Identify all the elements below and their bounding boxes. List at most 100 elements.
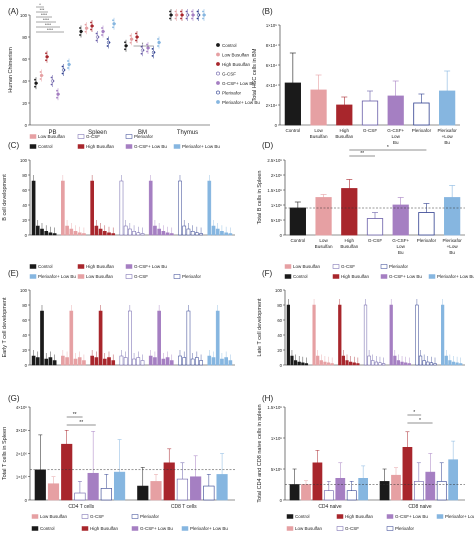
F-y-tick-label: 60 <box>277 318 282 323</box>
C-legend-marker <box>125 134 133 139</box>
A-significance-label: **** <box>47 27 54 32</box>
E-legend-label: G-CSF+ Low Bu <box>134 264 167 269</box>
A-data-point <box>204 14 206 16</box>
A-data-point <box>159 41 161 44</box>
H-legend-marker <box>336 514 344 519</box>
E-legend-label: Low Busulfan <box>86 274 114 279</box>
E-bar <box>31 355 36 366</box>
H-legend-marker <box>286 526 294 531</box>
C-legend-marker <box>77 134 85 139</box>
E-bar <box>44 358 49 366</box>
H-legend-marker <box>336 526 344 531</box>
C-bar <box>107 232 111 236</box>
B-x-tick-label: High <box>340 128 350 133</box>
F-bar <box>297 361 301 366</box>
H-bar <box>402 446 413 501</box>
F-bar <box>301 362 305 366</box>
A-data-point <box>34 85 36 88</box>
A-data-point <box>171 14 173 16</box>
E-legend-marker <box>29 264 37 269</box>
D-x-tick-label: Plerixafor <box>442 238 462 243</box>
A-data-point <box>101 27 103 29</box>
E-bar <box>136 357 141 366</box>
A-data-point <box>140 52 143 55</box>
B-x-tick-label: Control <box>285 128 300 133</box>
A-significance-label: *** <box>40 7 45 12</box>
D-x-tick-label: +Low <box>447 244 459 249</box>
A-data-point <box>129 41 132 44</box>
C-legend-label: Plerixafor <box>134 134 154 139</box>
G-significance-label: ** <box>79 420 83 426</box>
D-bar <box>392 204 409 236</box>
C-bar <box>48 232 53 236</box>
A-y-tick-label: 0 <box>25 123 28 128</box>
E-bar <box>157 310 161 366</box>
C-legend-marker <box>29 134 37 139</box>
E-bar <box>90 355 94 366</box>
F-legend-marker <box>332 274 340 279</box>
D-x-tick-label: Bu <box>449 250 455 255</box>
B-bar <box>361 100 379 126</box>
A-data-point <box>193 14 195 16</box>
C-legend-label: Control <box>38 144 53 149</box>
B-y-tick-label: 4×10⁴ <box>266 83 277 88</box>
E-bar <box>102 358 107 366</box>
F-legend-label: G-CSF <box>341 264 355 269</box>
C-bar <box>215 228 220 236</box>
E-bar <box>169 360 174 366</box>
F-bar <box>338 304 342 366</box>
C-bar <box>178 180 182 236</box>
G-bar <box>61 443 73 501</box>
C-bar <box>82 233 86 236</box>
B-bar <box>336 104 353 126</box>
E-y-tick-label: 60 <box>22 318 27 323</box>
F-bar <box>304 363 309 366</box>
H-legend-label: G-CSF <box>345 526 359 531</box>
F-legend-label: High Busulfan <box>341 274 370 279</box>
E-bar <box>107 357 111 366</box>
F-bar <box>441 304 445 366</box>
G-bar <box>163 462 175 501</box>
A-data-point <box>151 48 154 50</box>
E-bar <box>153 357 157 366</box>
G-bar <box>137 485 149 501</box>
A-data-point <box>112 19 114 22</box>
A-data-point <box>97 36 100 38</box>
E-bar <box>94 357 99 366</box>
F-legend-marker <box>380 274 388 279</box>
C-bar <box>153 225 157 236</box>
A-data-point <box>151 55 154 57</box>
F-bar <box>451 361 456 366</box>
A-significance-label: **** <box>41 12 48 17</box>
F-bar <box>429 362 434 366</box>
E-bar <box>148 355 153 366</box>
H-bar <box>448 459 459 501</box>
C-bar <box>65 225 69 236</box>
A-data-point <box>198 14 201 16</box>
F-bar <box>422 360 426 366</box>
A-data-point <box>39 71 42 73</box>
G-legend-marker <box>81 514 89 519</box>
C-bar <box>140 233 145 236</box>
A-data-point <box>169 10 171 13</box>
A-x-tick-label: Thymus <box>177 130 198 136</box>
A-data-point <box>81 30 83 33</box>
F-bar <box>404 362 408 366</box>
C-bar <box>224 232 228 236</box>
A-data-point <box>58 93 60 96</box>
B-y-tick-label: 2×10⁴ <box>266 103 277 108</box>
H-bar <box>346 490 357 501</box>
A-data-point <box>187 14 190 16</box>
C-y-tick-label: 80 <box>22 173 27 178</box>
F-bar <box>371 360 375 366</box>
H-panel-label: (H) <box>262 394 273 403</box>
E-legend-label: G-CSF <box>134 274 148 279</box>
C-bar <box>61 180 65 236</box>
F-bar <box>426 361 430 366</box>
F-legend-marker <box>284 274 292 279</box>
A-data-point <box>174 10 177 13</box>
B-y-tick-label: 6×10⁴ <box>266 63 277 68</box>
C-bar <box>182 225 187 236</box>
D-y-label: Total B cells in Spleen <box>257 171 263 225</box>
D-panel-label: (D) <box>262 141 273 150</box>
